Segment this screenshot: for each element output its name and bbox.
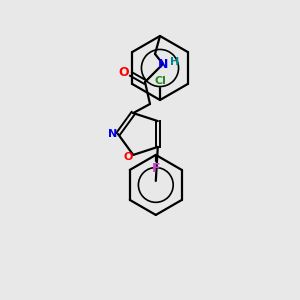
Text: F: F xyxy=(152,162,160,176)
Text: O: O xyxy=(119,67,129,80)
Text: H: H xyxy=(170,57,180,67)
Text: O: O xyxy=(124,152,133,162)
Text: N: N xyxy=(108,129,118,139)
Text: Cl: Cl xyxy=(154,76,166,86)
Text: N: N xyxy=(158,58,168,71)
